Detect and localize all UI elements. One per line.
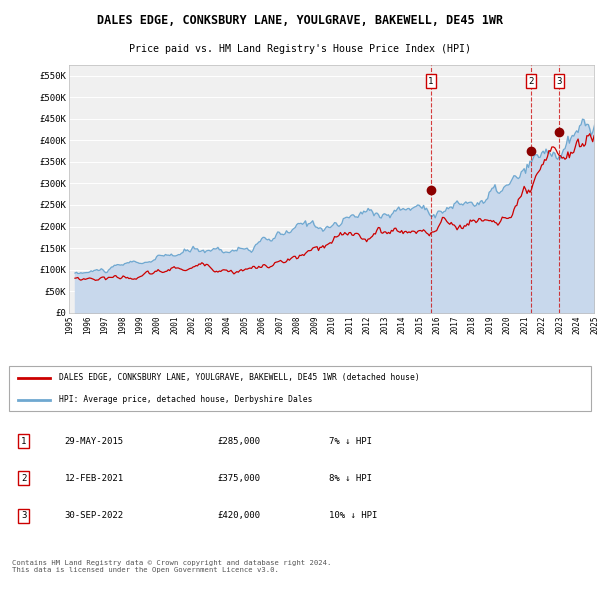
Text: 2001: 2001 — [170, 315, 179, 334]
Text: 2017: 2017 — [450, 315, 459, 334]
FancyBboxPatch shape — [9, 366, 591, 411]
Text: 7% ↓ HPI: 7% ↓ HPI — [329, 437, 373, 445]
Text: 2: 2 — [529, 77, 534, 86]
Text: 2004: 2004 — [223, 315, 232, 334]
Text: 2016: 2016 — [433, 315, 442, 334]
Text: 2006: 2006 — [258, 315, 267, 334]
Text: 2000: 2000 — [153, 315, 162, 334]
Text: DALES EDGE, CONKSBURY LANE, YOULGRAVE, BAKEWELL, DE45 1WR: DALES EDGE, CONKSBURY LANE, YOULGRAVE, B… — [97, 14, 503, 27]
Text: 2019: 2019 — [485, 315, 494, 334]
Text: 2: 2 — [21, 474, 26, 483]
Text: 2005: 2005 — [240, 315, 249, 334]
Text: 1995: 1995 — [65, 315, 74, 334]
Text: 2007: 2007 — [275, 315, 284, 334]
Text: £375,000: £375,000 — [218, 474, 260, 483]
Text: Price paid vs. HM Land Registry's House Price Index (HPI): Price paid vs. HM Land Registry's House … — [129, 44, 471, 54]
Text: £285,000: £285,000 — [218, 437, 260, 445]
Text: 12-FEB-2021: 12-FEB-2021 — [65, 474, 124, 483]
Text: 8% ↓ HPI: 8% ↓ HPI — [329, 474, 373, 483]
Text: 2009: 2009 — [310, 315, 319, 334]
Text: 2010: 2010 — [328, 315, 337, 334]
Text: 2015: 2015 — [415, 315, 424, 334]
Text: 2024: 2024 — [573, 315, 582, 334]
Text: 2022: 2022 — [538, 315, 547, 334]
Text: 1997: 1997 — [100, 315, 109, 334]
Text: 2002: 2002 — [188, 315, 197, 334]
Text: HPI: Average price, detached house, Derbyshire Dales: HPI: Average price, detached house, Derb… — [59, 395, 313, 404]
Text: 3: 3 — [556, 77, 562, 86]
Text: 2003: 2003 — [205, 315, 214, 334]
Text: 1998: 1998 — [118, 315, 127, 334]
Text: 2018: 2018 — [468, 315, 477, 334]
Text: 1996: 1996 — [83, 315, 92, 334]
Text: 2012: 2012 — [363, 315, 372, 334]
Text: 2013: 2013 — [380, 315, 389, 334]
Text: 2011: 2011 — [345, 315, 354, 334]
Text: 1: 1 — [428, 77, 433, 86]
Text: 2023: 2023 — [555, 315, 564, 334]
Text: 2025: 2025 — [590, 315, 599, 334]
Text: 3: 3 — [21, 511, 26, 520]
Text: 30-SEP-2022: 30-SEP-2022 — [65, 511, 124, 520]
Text: £420,000: £420,000 — [218, 511, 260, 520]
Text: 1: 1 — [21, 437, 26, 445]
Text: 2014: 2014 — [398, 315, 407, 334]
Text: 2021: 2021 — [520, 315, 529, 334]
Text: 2008: 2008 — [293, 315, 302, 334]
Text: 2020: 2020 — [503, 315, 512, 334]
Text: 10% ↓ HPI: 10% ↓ HPI — [329, 511, 378, 520]
Text: 29-MAY-2015: 29-MAY-2015 — [65, 437, 124, 445]
Text: Contains HM Land Registry data © Crown copyright and database right 2024.
This d: Contains HM Land Registry data © Crown c… — [12, 560, 331, 573]
Text: 1999: 1999 — [135, 315, 144, 334]
Text: DALES EDGE, CONKSBURY LANE, YOULGRAVE, BAKEWELL, DE45 1WR (detached house): DALES EDGE, CONKSBURY LANE, YOULGRAVE, B… — [59, 373, 419, 382]
